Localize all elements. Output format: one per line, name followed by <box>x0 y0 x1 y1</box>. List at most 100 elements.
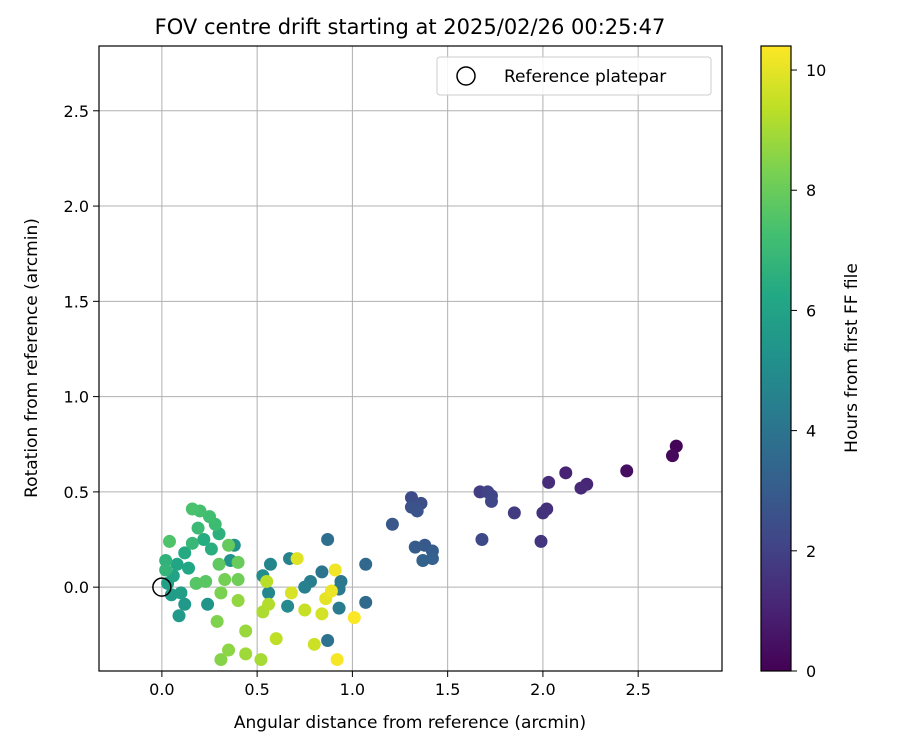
colorbar-ticks: 0 2 4 6 8 10 <box>791 61 826 681</box>
data-point <box>416 553 430 567</box>
legend-marker-icon <box>456 66 476 86</box>
data-point <box>410 504 424 518</box>
y-tick-label: 1.5 <box>64 292 89 311</box>
data-point <box>210 614 224 628</box>
data-point <box>178 597 192 611</box>
data-point <box>542 475 556 489</box>
data-point <box>298 580 312 594</box>
data-point <box>197 533 211 547</box>
data-point <box>330 653 344 667</box>
data-point <box>231 555 245 569</box>
data-point <box>214 653 228 667</box>
data-point <box>222 538 236 552</box>
chart-title: FOV centre drift starting at 2025/02/26 … <box>155 15 666 39</box>
legend-label: Reference platepar <box>504 67 666 87</box>
data-point <box>290 552 304 566</box>
data-point <box>231 573 245 587</box>
data-point <box>222 643 236 657</box>
data-point <box>263 557 277 571</box>
y-axis-label: Rotation from reference (arcmin) <box>22 218 42 498</box>
data-point <box>231 593 245 607</box>
data-point <box>185 536 199 550</box>
data-point <box>214 586 228 600</box>
data-point <box>218 573 232 587</box>
x-tick-label: 2.5 <box>625 680 650 699</box>
x-axis-label: Angular distance from reference (arcmin) <box>234 713 586 733</box>
data-point <box>332 601 346 615</box>
data-point <box>269 632 283 646</box>
colorbar-tick-label: 10 <box>806 61 826 80</box>
data-point <box>199 574 213 588</box>
data-point <box>239 647 253 661</box>
data-point <box>260 574 274 588</box>
x-tick-label: 1.0 <box>340 680 365 699</box>
colorbar-tick-label: 4 <box>806 422 816 441</box>
data-point <box>536 506 550 520</box>
data-point <box>201 597 215 611</box>
data-point <box>174 586 188 600</box>
data-point <box>178 546 192 560</box>
data-point <box>254 653 268 667</box>
plot-frame <box>98 45 723 672</box>
grid-lines <box>99 46 722 671</box>
data-point <box>281 599 295 613</box>
data-point <box>298 603 312 617</box>
data-point <box>239 624 253 638</box>
x-tick-label: 1.5 <box>435 680 460 699</box>
colorbar-tick-label: 0 <box>806 662 816 681</box>
colorbar-tick-label: 8 <box>806 181 816 200</box>
data-point <box>665 449 679 463</box>
colorbar: 0 2 4 6 8 10 Hours from first FF file <box>760 45 862 681</box>
data-point <box>328 563 342 577</box>
data-point <box>475 533 489 547</box>
data-point <box>324 584 338 598</box>
reference-platepar-marker <box>152 577 172 597</box>
data-point <box>191 521 205 535</box>
data-point <box>408 540 422 554</box>
data-point <box>212 557 226 571</box>
data-point <box>484 494 498 508</box>
data-point <box>321 533 335 547</box>
data-point <box>347 611 361 625</box>
data-point <box>315 607 329 621</box>
y-tick-label: 2.5 <box>64 102 89 121</box>
x-tick-label: 2.0 <box>530 680 555 699</box>
data-point <box>559 466 573 480</box>
data-point <box>404 491 418 505</box>
data-point <box>315 565 329 579</box>
data-point <box>159 563 173 577</box>
data-point <box>385 517 399 531</box>
y-axis-ticks: 0.0 0.5 1.0 1.5 2.0 2.5 <box>64 102 99 597</box>
y-tick-label: 0.0 <box>64 578 89 597</box>
data-point <box>321 634 335 648</box>
data-point <box>203 510 217 524</box>
data-point <box>359 557 373 571</box>
y-tick-label: 2.0 <box>64 197 89 216</box>
y-tick-label: 0.5 <box>64 483 89 502</box>
data-point <box>170 557 184 571</box>
data-point <box>262 597 276 611</box>
data-point <box>159 553 173 567</box>
legend-box <box>436 56 712 96</box>
data-point <box>574 481 588 495</box>
data-point <box>359 595 373 609</box>
data-point <box>204 542 218 556</box>
colorbar-tick-label: 6 <box>806 301 816 320</box>
data-point <box>185 502 199 516</box>
colorbar-tick-label: 2 <box>806 542 816 561</box>
y-tick-label: 1.0 <box>64 388 89 407</box>
colorbar-label: Hours from first FF file <box>842 263 862 453</box>
data-point <box>620 464 634 478</box>
x-axis-ticks: 0.0 0.5 1.0 1.5 2.0 2.5 <box>149 671 651 699</box>
data-point <box>534 534 548 548</box>
data-point <box>162 534 176 548</box>
legend: Reference platepar <box>436 56 712 96</box>
data-points <box>159 439 683 667</box>
data-point <box>307 637 321 651</box>
x-tick-label: 0.5 <box>244 680 269 699</box>
data-point <box>172 609 186 623</box>
data-point <box>284 586 298 600</box>
data-point <box>262 586 276 600</box>
